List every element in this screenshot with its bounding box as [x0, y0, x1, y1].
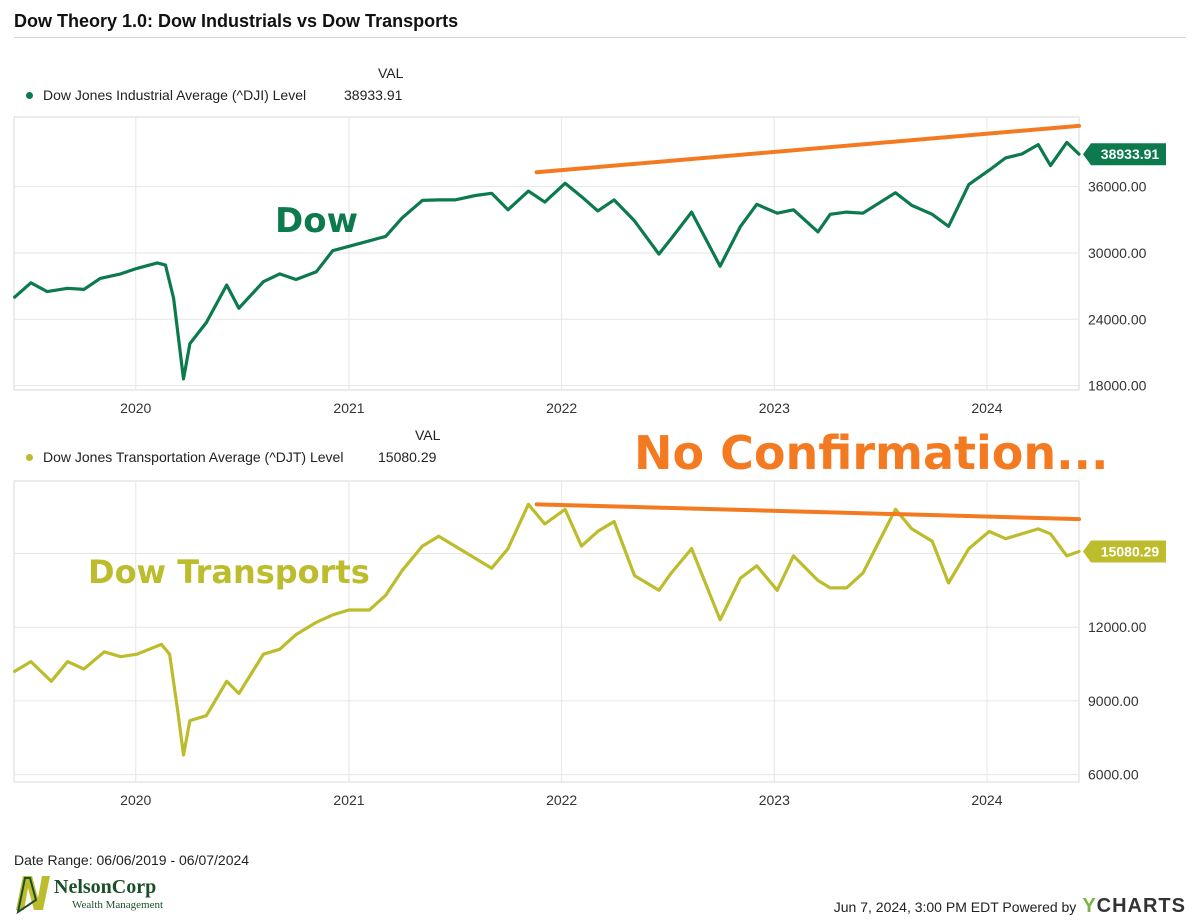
x-tick-label: 2023: [759, 400, 790, 416]
title-divider: [14, 37, 1186, 38]
legend-top: VAL Dow Jones Industrial Average (^DJI) …: [26, 65, 446, 105]
legend-top-val-header: VAL: [378, 65, 404, 81]
legend-top-dot-icon: [26, 91, 33, 99]
y-tick-label: 9000.00: [1088, 693, 1139, 709]
x-tick-label: 2020: [120, 400, 151, 416]
legend-bottom: VAL Dow Jones Transportation Average (^D…: [26, 427, 466, 467]
trendline: [534, 123, 1081, 175]
legend-bottom-dot-icon: [26, 453, 33, 461]
ycharts-y-icon: Y: [1082, 895, 1097, 917]
legend-bottom-val-header: VAL: [415, 427, 441, 443]
legend-bottom-value: 15080.29: [378, 449, 437, 465]
x-tick-label: 2024: [971, 792, 1002, 808]
plot-frame: [13, 116, 1080, 391]
date-range: Date Range: 06/06/2019 - 06/07/2024: [14, 852, 250, 868]
y-tick-label: 18000.00: [1088, 378, 1147, 394]
logo-name: NelsonCorp: [54, 876, 157, 898]
trendline: [534, 502, 1081, 522]
chart-panel-1: 18000.00 24000.00 30000.00 36000.00 2020 2021…: [13, 116, 1166, 416]
x-tick-label: 2022: [546, 400, 577, 416]
no-confirmation-headline: No Confirmation...: [634, 426, 1109, 480]
transports-annotation-label: Dow Transports: [88, 553, 370, 591]
footer-timestamp: Jun 7, 2024, 3:00 PM EDT Powered by YCHA…: [834, 895, 1186, 918]
x-tick-label: 2022: [546, 792, 577, 808]
last-value-label: 15080.29: [1101, 544, 1160, 560]
timestamp-text: Jun 7, 2024, 3:00 PM EDT Powered by: [833, 898, 1077, 915]
chart-title: Dow Theory 1.0: Dow Industrials vs Dow T…: [14, 11, 459, 31]
last-value-label: 38933.91: [1101, 146, 1160, 162]
x-tick-label: 2020: [120, 792, 151, 808]
y-tick-label: 30000.00: [1088, 245, 1147, 261]
last-value-flag: [1083, 143, 1166, 166]
last-value-flag: [1083, 540, 1166, 563]
y-tick-label: 24000.00: [1088, 311, 1147, 327]
series-line: [13, 502, 1081, 757]
x-tick-label: 2021: [333, 792, 364, 808]
logo-subtitle: Wealth Management: [72, 899, 164, 911]
legend-top-value: 38933.91: [344, 87, 403, 103]
ycharts-brand: CHARTS: [1096, 895, 1186, 917]
series-line: [13, 140, 1081, 381]
y-tick-label: 12000.00: [1088, 619, 1147, 635]
x-tick-label: 2024: [971, 400, 1002, 416]
ycharts-logo[interactable]: YCHARTS: [1082, 895, 1186, 918]
legend-bottom-series-name: Dow Jones Transportation Average (^DJT) …: [43, 449, 344, 465]
x-tick-label: 2021: [333, 400, 364, 416]
legend-top-series-name: Dow Jones Industrial Average (^DJI) Leve…: [43, 87, 307, 103]
nelsoncorp-logo: NelsonCorp Wealth Management: [14, 870, 164, 914]
x-tick-label: 2023: [759, 792, 790, 808]
chart-panel-2: 6000.009000.0012000.0015000.002020202120…: [13, 480, 1166, 808]
y-tick-label: 36000.00: [1088, 179, 1147, 195]
plot-frame: [13, 480, 1080, 783]
logo-n-icon: [16, 876, 50, 914]
dow-annotation-label: Dow: [275, 201, 358, 241]
y-tick-label: 6000.00: [1088, 767, 1139, 783]
